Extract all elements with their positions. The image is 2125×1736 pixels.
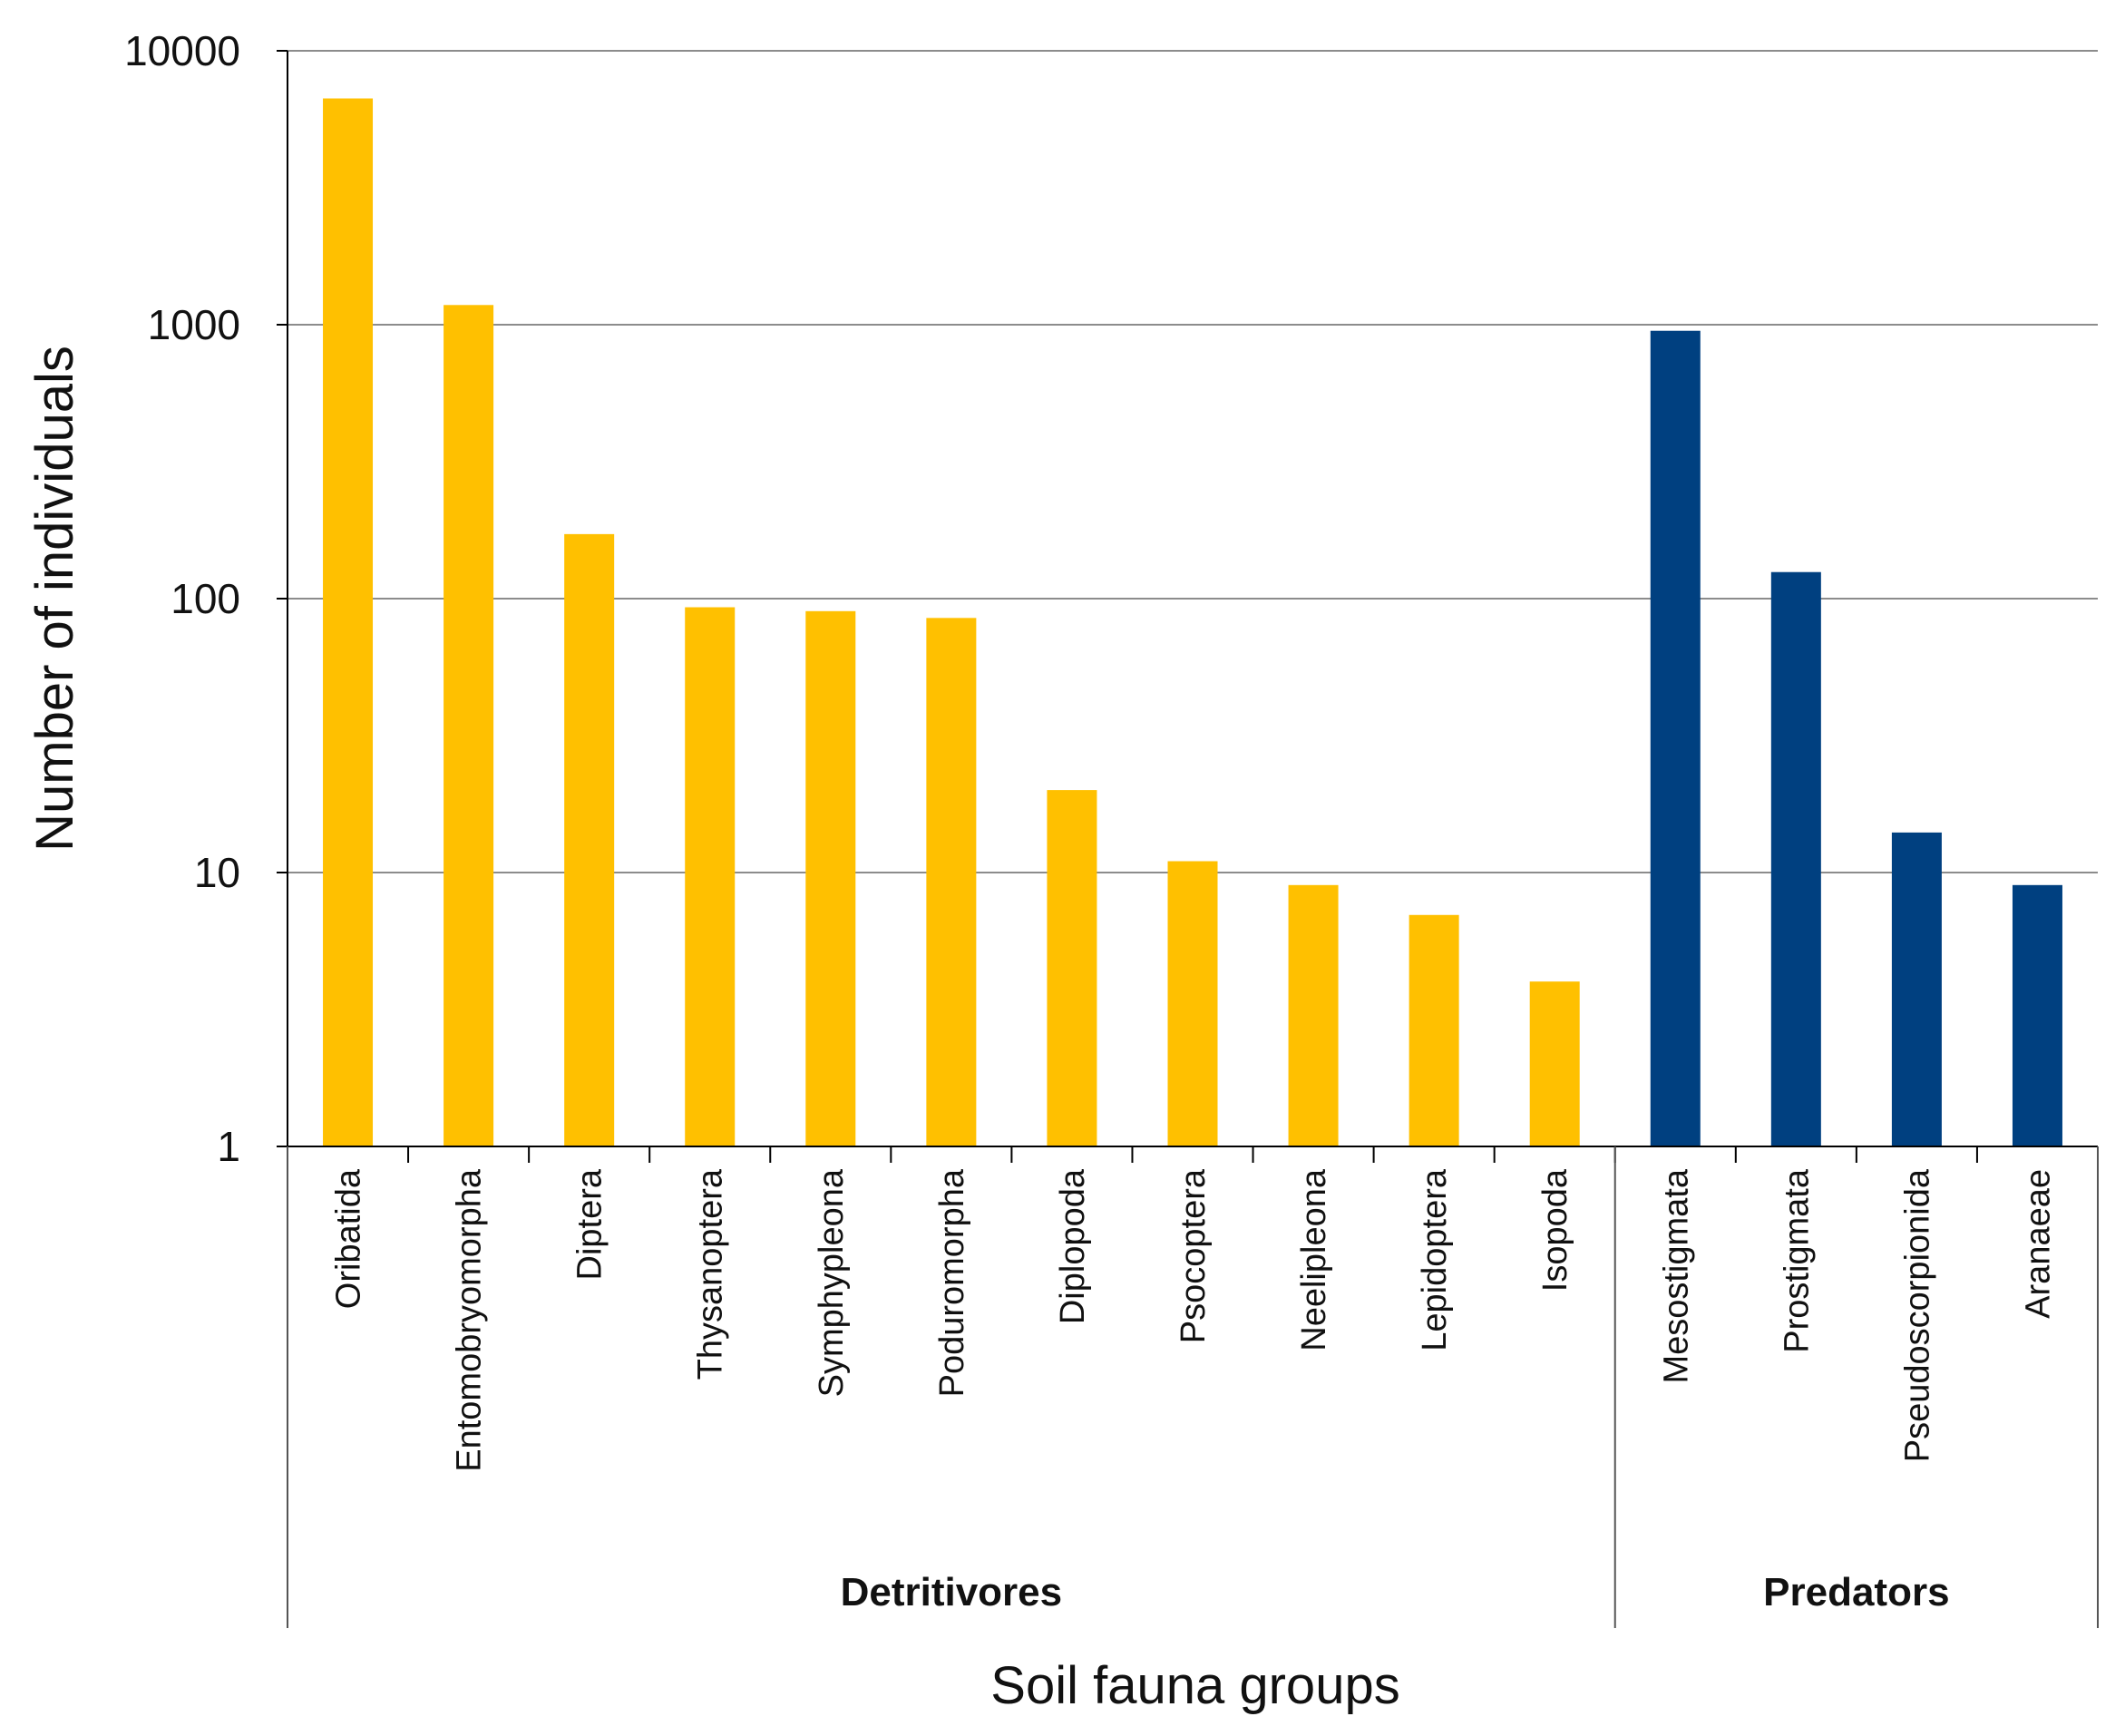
category-labels: Oribatida Entomobryomorpha Diptera Thysanop…	[330, 1168, 2058, 1472]
category-label: Poduromorpha	[933, 1168, 971, 1397]
y-tick-label: 10000	[124, 27, 240, 74]
y-tick-label: 1000	[148, 301, 240, 348]
bar-pseudoscorpionida	[1891, 832, 1942, 1146]
bar-entomobryomorpha	[444, 305, 494, 1146]
category-label: Lepidoptera	[1416, 1168, 1454, 1351]
bar-neelipleona	[1288, 884, 1339, 1146]
bar-isopoda	[1529, 981, 1580, 1146]
category-label: Neelipleona	[1295, 1168, 1333, 1351]
y-tick-label: 10	[194, 849, 240, 896]
bar-prostigmata	[1770, 571, 1821, 1146]
category-label: Symphypleona	[813, 1168, 851, 1397]
bar-diplopoda	[1047, 790, 1097, 1146]
group-labels: Detritivores Predators	[841, 1570, 1950, 1614]
bars	[323, 98, 2062, 1147]
category-label: Pseudoscorpionida	[1898, 1168, 1936, 1462]
y-tick-label: 1	[217, 1123, 240, 1170]
x-axis-title: Soil fauna groups	[990, 1656, 1399, 1715]
category-label: Prostigmata	[1778, 1168, 1816, 1353]
category-label: Aranaeae	[2019, 1169, 2057, 1319]
category-label: Entomobryomorpha	[451, 1168, 489, 1472]
axes	[277, 50, 2099, 1628]
bar-symphypleona	[805, 610, 856, 1146]
category-label: Thysanoptera	[692, 1168, 730, 1380]
y-tick-label: 100	[171, 575, 240, 622]
bar-mesostigmata	[1650, 330, 1701, 1146]
category-label: Isopoda	[1536, 1168, 1574, 1292]
category-label: Diplopoda	[1054, 1168, 1092, 1324]
bar-thysanoptera	[685, 607, 736, 1146]
group-label-predators: Predators	[1763, 1570, 1949, 1614]
bar-psocoptera	[1167, 861, 1218, 1146]
bar-aranaeae	[2012, 884, 2062, 1146]
y-axis-title: Number of individuals	[25, 346, 84, 852]
category-label: Diptera	[571, 1168, 609, 1280]
category-label: Oribatida	[330, 1168, 368, 1309]
y-tick-labels: 1 10 100 1000 10000	[124, 27, 240, 1170]
bar-lepidoptera	[1409, 914, 1459, 1146]
bar-poduromorpha	[926, 618, 977, 1146]
bar-oribatida	[323, 98, 374, 1147]
bar-diptera	[564, 533, 615, 1146]
category-label: Psocoptera	[1175, 1168, 1213, 1343]
category-label: Mesostigmata	[1657, 1168, 1695, 1383]
group-label-detritivores: Detritivores	[841, 1570, 1063, 1614]
gridlines	[288, 50, 2098, 873]
